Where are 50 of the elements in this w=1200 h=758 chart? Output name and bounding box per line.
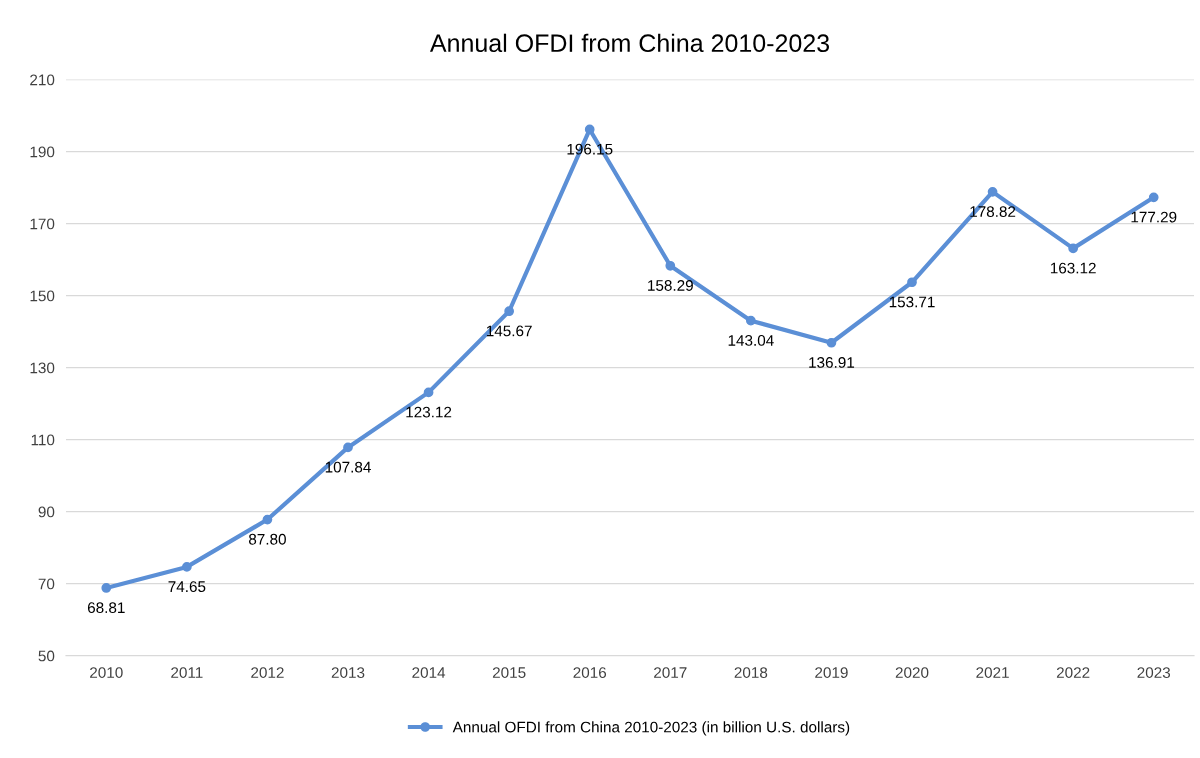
- data-label: 143.04: [728, 334, 774, 346]
- x-tick-label: 2017: [654, 667, 687, 678]
- point: [1068, 243, 1079, 254]
- y-tick-label: 210: [30, 74, 55, 86]
- data-label: 177.29: [1131, 211, 1177, 223]
- y-tick-label: 150: [30, 290, 55, 302]
- point: [987, 186, 998, 197]
- x-tick-label: 2023: [1137, 667, 1171, 678]
- data-label: 107.84: [325, 461, 371, 473]
- point: [262, 514, 273, 525]
- x-tick-label: 2016: [573, 667, 607, 678]
- y-tick-label: 50: [38, 650, 55, 662]
- y-tick-label: 170: [30, 218, 55, 230]
- y-tick-label: 70: [38, 578, 55, 590]
- point: [745, 315, 756, 326]
- x-tick-label: 2011: [171, 667, 203, 678]
- data-label: 163.12: [1050, 262, 1096, 274]
- x-tick-label: 2020: [895, 667, 929, 678]
- x-tick-label: 2014: [412, 667, 446, 678]
- x-tick-label: 2013: [331, 667, 365, 678]
- y-tick-label: 190: [30, 146, 55, 158]
- point: [907, 277, 917, 288]
- data-label: 136.91: [809, 357, 855, 368]
- chart-title: Annual OFDI from China 2010-2023: [429, 33, 830, 53]
- data-label: 153.71: [889, 296, 935, 308]
- point: [584, 124, 595, 135]
- point: [826, 337, 837, 348]
- point: [1148, 192, 1159, 203]
- point: [343, 442, 353, 453]
- x-tick-label: 2012: [251, 667, 284, 678]
- x-tick-label: 2010: [90, 667, 123, 678]
- x-tick-label: 2019: [815, 667, 848, 678]
- point: [101, 583, 112, 593]
- point: [504, 306, 515, 317]
- point: [423, 387, 434, 398]
- legend-label: Annual OFDI from China 2010-2023 (in billion U.S. dollars): [452, 721, 850, 736]
- y-tick-label: 110: [31, 434, 55, 446]
- data-label: 158.29: [648, 280, 693, 291]
- data-label: 68.81: [87, 602, 125, 614]
- y-tick-label: 130: [30, 362, 55, 374]
- point: [181, 562, 192, 572]
- x-tick-label: 2015: [492, 667, 526, 678]
- data-label: 87.80: [248, 533, 286, 545]
- point: [665, 260, 676, 271]
- x-tick-label: 2021: [976, 667, 1009, 678]
- x-tick-label: 2022: [1056, 667, 1090, 678]
- y-tick-label: 90: [38, 506, 55, 518]
- data-label: 123.12: [406, 406, 452, 418]
- data-label: 74.65: [168, 581, 206, 593]
- x-tick-label: 2018: [734, 667, 768, 678]
